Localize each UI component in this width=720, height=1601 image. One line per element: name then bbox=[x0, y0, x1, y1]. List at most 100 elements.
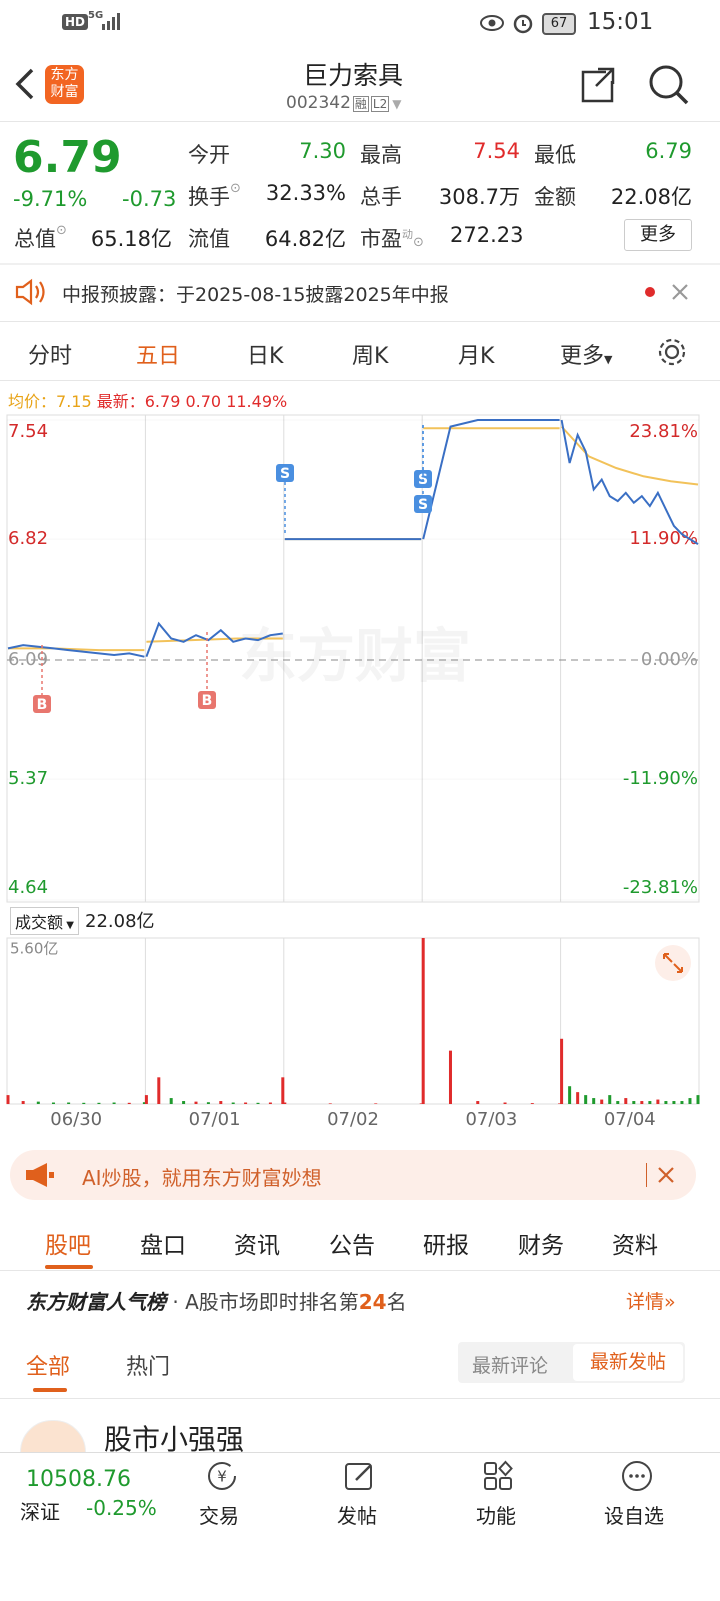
dropdown-arrow[interactable]: ▼ bbox=[392, 97, 402, 111]
marker-box bbox=[198, 691, 216, 709]
volume-bar bbox=[206, 1102, 210, 1104]
volume-bar bbox=[144, 1095, 148, 1104]
tab-active[interactable]: 股吧 bbox=[45, 1233, 91, 1259]
tab[interactable]: 财务 bbox=[518, 1233, 564, 1259]
chart-tab[interactable]: 分时 bbox=[28, 344, 73, 369]
nav-item[interactable]: 功能 bbox=[476, 1504, 516, 1528]
trade-marker: B bbox=[37, 697, 48, 713]
nav-item[interactable]: 设自选 bbox=[604, 1504, 664, 1528]
latest-label: 最新： bbox=[96, 392, 145, 411]
volume-bar bbox=[169, 1098, 173, 1104]
label: 更多 bbox=[560, 344, 605, 369]
tab[interactable]: 盘口 bbox=[140, 1233, 186, 1259]
divider bbox=[0, 121, 720, 122]
y-tick-label: 4.64 bbox=[8, 877, 48, 898]
settings-button[interactable] bbox=[656, 336, 688, 368]
chart-tab-active[interactable]: 五日 bbox=[136, 344, 181, 369]
volume-bar bbox=[624, 1098, 628, 1104]
sub-tab-active[interactable]: 全部 bbox=[26, 1355, 71, 1380]
index-change[interactable]: -0.25% bbox=[86, 1496, 157, 1520]
x-tick-label: 06/30 bbox=[50, 1109, 102, 1130]
latest-value: 6.79 bbox=[144, 392, 181, 411]
sort-option[interactable]: 最新评论 bbox=[472, 1355, 549, 1377]
detail-link[interactable]: 详情» bbox=[626, 1291, 676, 1313]
divider bbox=[0, 263, 720, 265]
volume-bar bbox=[696, 1095, 700, 1104]
banner-text[interactable]: AI炒股，就用东方财富妙想 bbox=[82, 1166, 322, 1190]
stock-code: 002342 融 L2 ▼ bbox=[286, 93, 401, 113]
volume-bar bbox=[632, 1101, 636, 1104]
index-name[interactable]: 深证 bbox=[20, 1500, 60, 1524]
ranking[interactable]: 东方财富人气榜 · A股市场即时排名第24名 bbox=[26, 1286, 407, 1315]
price-line bbox=[560, 419, 699, 545]
volume-bar bbox=[21, 1101, 25, 1104]
network: 5G bbox=[88, 10, 104, 21]
chart-tab[interactable]: 周K bbox=[352, 344, 389, 369]
index-value[interactable]: 10508.76 bbox=[26, 1467, 131, 1492]
volume-bar bbox=[256, 1102, 260, 1104]
volume-bar bbox=[419, 1103, 423, 1104]
search-button[interactable] bbox=[646, 62, 690, 106]
volume-bar bbox=[576, 1092, 580, 1104]
separator bbox=[646, 1163, 647, 1187]
volume-bar bbox=[374, 1103, 378, 1104]
nav-item[interactable]: 交易 bbox=[199, 1504, 239, 1528]
y-tick-label: 6.09 bbox=[8, 649, 48, 670]
function-icon bbox=[484, 1460, 513, 1490]
stat-value: 272.23 bbox=[450, 223, 524, 247]
divider bbox=[0, 380, 720, 381]
label: 总值 bbox=[14, 227, 56, 251]
post-author[interactable]: 股市小强强 bbox=[104, 1423, 245, 1456]
tab[interactable]: 研报 bbox=[423, 1233, 469, 1259]
volume-bar bbox=[244, 1102, 248, 1104]
nav-item[interactable]: 发帖 bbox=[337, 1504, 377, 1528]
volume-bar bbox=[194, 1101, 198, 1104]
volume-bar bbox=[503, 1102, 507, 1104]
close-banner[interactable] bbox=[656, 1165, 676, 1185]
sort-option-active[interactable]: 最新发帖 bbox=[573, 1344, 683, 1381]
divider bbox=[0, 321, 720, 322]
volume-bar bbox=[608, 1095, 612, 1104]
sub-tab[interactable]: 热门 bbox=[126, 1355, 171, 1380]
trade-icon: ¥ bbox=[208, 1462, 236, 1490]
pct-tick-label: -11.90% bbox=[623, 768, 698, 789]
volume-total: 22.08亿 bbox=[85, 911, 155, 932]
tab-underline bbox=[45, 1265, 93, 1269]
back-button[interactable] bbox=[10, 66, 40, 102]
more-button[interactable]: 更多 bbox=[624, 219, 692, 251]
chart-tab[interactable]: 日K bbox=[247, 344, 284, 369]
post-icon bbox=[345, 1463, 372, 1490]
label-sup: 动 bbox=[402, 228, 413, 241]
y-tick-label: 7.54 bbox=[8, 421, 48, 442]
ad-banner[interactable] bbox=[10, 1150, 696, 1200]
stat-label: 市盈动⊙ bbox=[360, 227, 424, 251]
volume-bar bbox=[688, 1098, 692, 1104]
stat-value: 7.54 bbox=[473, 139, 520, 163]
latest-pct: 11.49% bbox=[226, 392, 288, 411]
share-button[interactable] bbox=[578, 64, 618, 104]
tab[interactable]: 资讯 bbox=[234, 1233, 280, 1259]
chart-legend: 均价：7.15 最新：6.79 0.70 11.49% bbox=[8, 388, 287, 412]
stat-label: 总值⊙ bbox=[14, 223, 67, 251]
volume-frame bbox=[6, 937, 700, 1105]
unread-dot bbox=[645, 287, 655, 297]
stock-name: 巨力索具 bbox=[302, 61, 403, 90]
notice-text[interactable]: 中报预披露：于2025-08-15披露2025年中报 bbox=[62, 284, 449, 306]
expand-button[interactable] bbox=[655, 945, 691, 981]
tab[interactable]: 公告 bbox=[329, 1233, 375, 1259]
tab[interactable]: 资料 bbox=[612, 1233, 658, 1259]
latest-change: 0.70 bbox=[185, 392, 222, 411]
close-notice[interactable] bbox=[670, 282, 690, 302]
price-line bbox=[422, 419, 560, 540]
chart-tab[interactable]: 更多▼ bbox=[560, 344, 613, 369]
speaker-icon bbox=[15, 278, 45, 306]
pct-tick-label: 23.81% bbox=[629, 421, 698, 442]
marker-box bbox=[414, 495, 432, 513]
volume-bar bbox=[51, 1102, 55, 1104]
chart-tab[interactable]: 月K bbox=[458, 344, 495, 369]
watchlist-icon bbox=[622, 1461, 652, 1491]
volume-bar bbox=[421, 938, 425, 1104]
volume-selector[interactable]: 成交额 ▼ bbox=[10, 907, 79, 935]
sub-tab-underline bbox=[33, 1388, 67, 1392]
